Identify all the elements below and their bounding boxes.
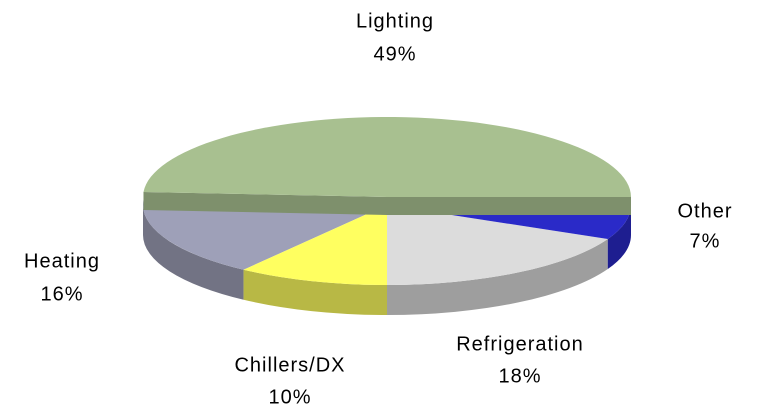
slice-label: Lighting	[356, 10, 434, 32]
slice	[143, 117, 631, 197]
value-label: 10%	[268, 386, 311, 408]
slice-label: Chillers/DX	[234, 354, 345, 376]
slice-label: Heating	[24, 250, 100, 272]
slice	[243, 205, 387, 285]
slice-label: Other	[677, 200, 732, 222]
slice	[387, 205, 608, 285]
value-label: 7%	[690, 230, 721, 252]
slice-side	[607, 205, 631, 270]
slice-side	[243, 269, 387, 315]
value-label: 18%	[498, 365, 541, 387]
slice-side	[143, 191, 631, 215]
value-label: 49%	[373, 43, 416, 65]
slice-side	[387, 239, 608, 315]
value-label: 16%	[40, 283, 83, 305]
slice	[143, 199, 387, 270]
slice-side	[143, 205, 244, 300]
slice-label: Refrigeration	[456, 333, 584, 355]
